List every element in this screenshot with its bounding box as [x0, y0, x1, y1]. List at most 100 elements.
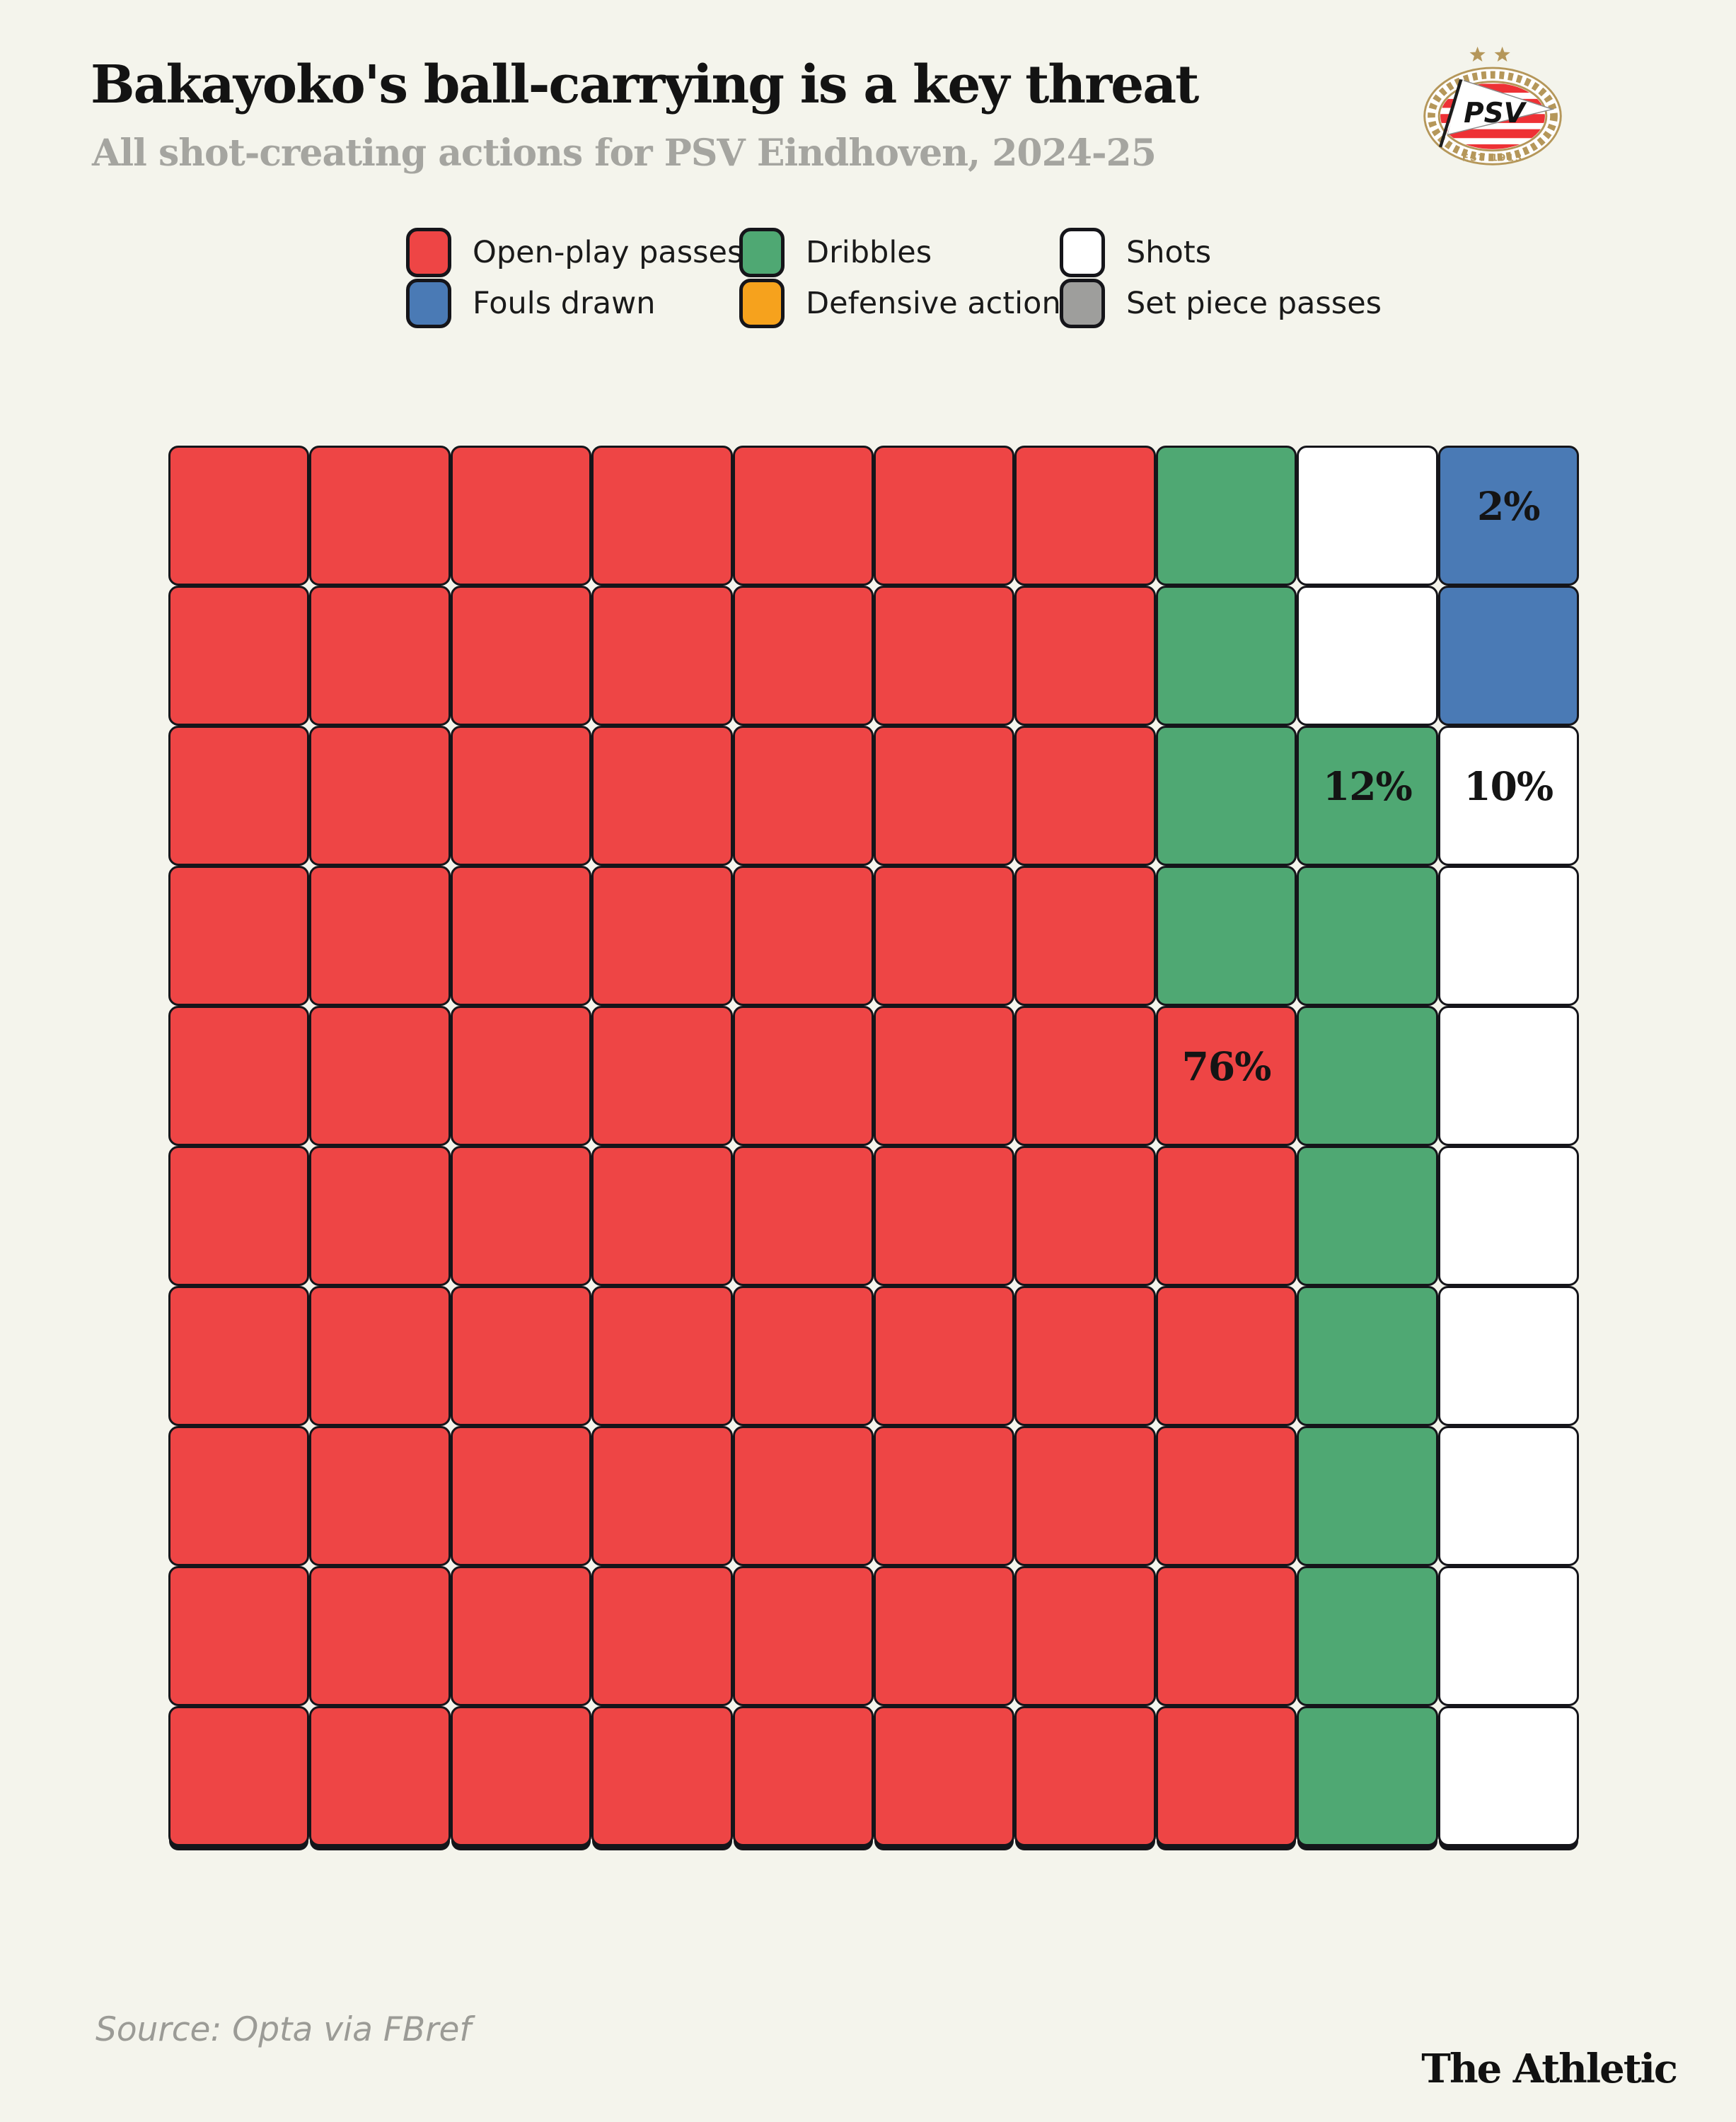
waffle-cell: [1155, 1146, 1297, 1286]
waffle-cell: [309, 1286, 451, 1426]
waffle-cell: [1014, 1146, 1156, 1286]
waffle-cell: [309, 726, 451, 866]
waffle-cell: [1297, 1426, 1438, 1566]
waffle-cell: [309, 1706, 451, 1846]
waffle-cell: [1297, 1146, 1438, 1286]
waffle-cell: [1437, 1146, 1579, 1286]
waffle-cell: [591, 1706, 733, 1846]
the-athletic-logo: The Athletic: [1421, 2046, 1678, 2092]
waffle-cell: [1297, 1006, 1438, 1146]
star-icon: [1469, 46, 1510, 62]
waffle-cell: [1437, 586, 1579, 726]
waffle-cell: [1155, 1286, 1297, 1426]
legend-label: Shots: [1126, 235, 1212, 270]
waffle-cell: [1297, 1566, 1438, 1706]
waffle-cell: [591, 726, 733, 866]
legend: Open-play passes Dribbles Shots Fouls drawn…: [0, 0, 1736, 340]
waffle-cell: [1155, 586, 1297, 726]
waffle-cell: [309, 866, 451, 1006]
chart-subtitle: All shot-creating actions for PSV Eindho…: [92, 132, 1157, 175]
waffle-cell: [873, 1566, 1015, 1706]
waffle-cell: [450, 1146, 592, 1286]
waffle-cell: [1437, 1566, 1579, 1706]
waffle-cell: [168, 1286, 310, 1426]
waffle-cell: [1155, 446, 1297, 586]
legend-label: Set piece passes: [1126, 286, 1382, 321]
waffle-cell: [873, 1286, 1015, 1426]
waffle-cell: [591, 1146, 733, 1286]
waffle-cell: 2%: [1437, 446, 1579, 586]
waffle-cell: [450, 866, 592, 1006]
legend-swatch-gray: [1060, 279, 1105, 328]
waffle-cell: [1014, 446, 1156, 586]
waffle-cell: [1155, 1706, 1297, 1846]
waffle-cell: [1155, 866, 1297, 1006]
waffle-cell: [873, 726, 1015, 866]
waffle-cell: [168, 1146, 310, 1286]
waffle-cell: [732, 726, 874, 866]
psv-flagpole: [1438, 79, 1463, 148]
waffle-cell: [732, 1286, 874, 1426]
waffle-grid: 2% 12% 10% 76%: [168, 446, 1579, 1846]
waffle-cell: [168, 866, 310, 1006]
waffle-cell: [1297, 1286, 1438, 1426]
legend-label: Defensive action: [806, 286, 1061, 321]
waffle-cell: [1297, 446, 1438, 586]
waffle-cell: [309, 586, 451, 726]
legend-label: Open-play passes: [473, 235, 743, 270]
waffle-cell: [1014, 1706, 1156, 1846]
waffle-cell: [732, 1566, 874, 1706]
cell-percent-label: 10%: [1464, 763, 1553, 809]
legend-swatch-blue: [406, 279, 451, 328]
waffle-cell: [168, 446, 310, 586]
waffle-cell: [1297, 1706, 1438, 1846]
waffle-cell: [732, 446, 874, 586]
waffle-cell: [309, 1146, 451, 1286]
legend-swatch-green: [739, 228, 785, 277]
waffle-cell: [450, 446, 592, 586]
waffle-cell: [1014, 1426, 1156, 1566]
cell-percent-label: 2%: [1477, 482, 1541, 529]
waffle-cell: [168, 586, 310, 726]
waffle-cell: [450, 726, 592, 866]
psv-wordmark: PSV: [1464, 98, 1527, 129]
waffle-cell: [732, 1706, 874, 1846]
waffle-cell: [1014, 866, 1156, 1006]
waffle-cell: [1155, 1566, 1297, 1706]
waffle-cell: [873, 1426, 1015, 1566]
legend-item: Fouls drawn: [406, 279, 656, 328]
cell-percent-label: 76%: [1181, 1043, 1272, 1089]
waffle-cell: [1014, 726, 1156, 866]
waffle-cell: 12%: [1297, 726, 1438, 866]
waffle-cell: [450, 1426, 592, 1566]
legend-swatch-red: [406, 228, 451, 277]
waffle-cell: [1014, 1566, 1156, 1706]
waffle-cell: [1155, 726, 1297, 866]
waffle-cell: [168, 1426, 310, 1566]
waffle-cell: [732, 1426, 874, 1566]
legend-swatch-orange: [739, 279, 785, 328]
waffle-cell: [1437, 1706, 1579, 1846]
waffle-cell: 76%: [1155, 1006, 1297, 1146]
waffle-cell: [591, 866, 733, 1006]
waffle-cell: [591, 1006, 733, 1146]
waffle-cell: [873, 866, 1015, 1006]
legend-item: Open-play passes: [406, 228, 743, 277]
waffle-cell: [168, 1006, 310, 1146]
waffle-cell: [1437, 866, 1579, 1006]
waffle-cell: [591, 1426, 733, 1566]
waffle-cell: [591, 446, 733, 586]
waffle-cell: [309, 1426, 451, 1566]
waffle-cell: [1437, 1286, 1579, 1426]
waffle-cell: [450, 586, 592, 726]
waffle-cell: [873, 586, 1015, 726]
waffle-cell: 10%: [1437, 726, 1579, 866]
waffle-cell: [591, 1566, 733, 1706]
waffle-cell: [732, 866, 874, 1006]
legend-item: Set piece passes: [1060, 279, 1382, 328]
chart-title: Bakayoko's ball-carrying is a key threat: [91, 54, 1199, 115]
waffle-cell: [1297, 866, 1438, 1006]
legend-label: Dribbles: [806, 235, 932, 270]
waffle-cell: [591, 586, 733, 726]
cell-percent-label: 12%: [1322, 763, 1413, 809]
